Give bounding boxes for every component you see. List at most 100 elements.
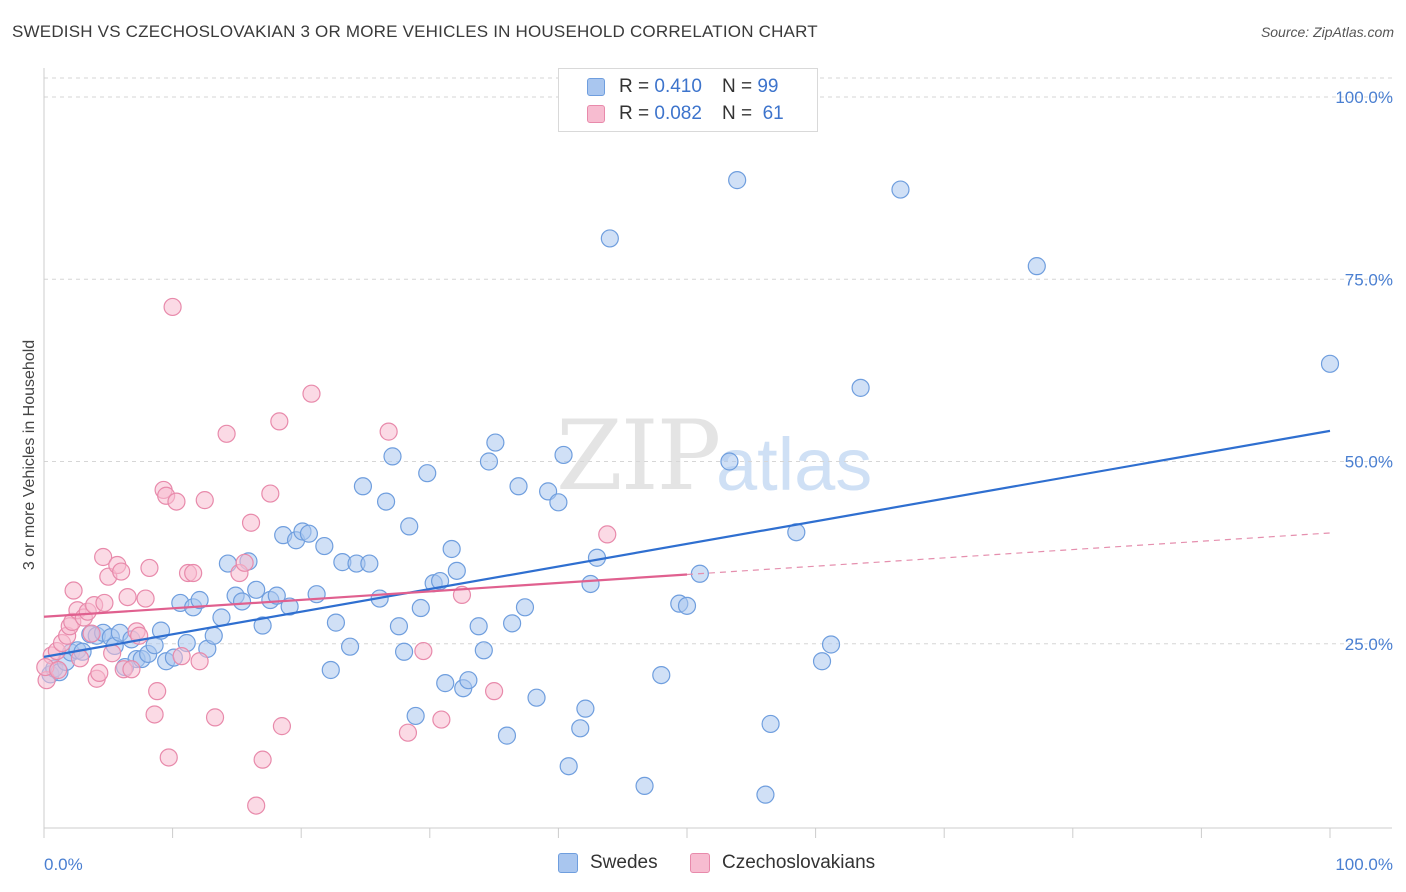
legend-label-swedes: Swedes <box>590 852 658 873</box>
r-label: R = <box>619 76 650 97</box>
y-tick-label: 100.0% <box>1335 88 1393 107</box>
czechoslovakians-point <box>163 297 182 317</box>
stats-legend-row-swedes: R = 0.410 N = 99 <box>559 73 778 101</box>
swedes-point <box>353 477 373 496</box>
watermark-atlas: atlas <box>716 423 873 506</box>
swedes-swatch <box>587 78 605 96</box>
y-tick-label: 50.0% <box>1345 453 1393 472</box>
swedes-point <box>1027 257 1046 276</box>
czechoslovakians-point <box>90 663 109 683</box>
swedes-point <box>635 776 654 796</box>
czechoslovakians-point <box>190 652 209 671</box>
swedes-point <box>720 452 739 471</box>
czechoslovakians-point <box>235 553 254 572</box>
swedes-point <box>474 641 493 660</box>
czechoslovakians-point <box>302 384 321 403</box>
czechoslovakians-point <box>136 589 155 608</box>
czechoslovakians-point <box>82 624 101 643</box>
czechoslovakians-point <box>49 660 68 680</box>
swedes-point <box>418 464 437 483</box>
czechoslovakians-point <box>103 644 122 663</box>
watermark-zip: ZIP <box>556 400 721 512</box>
swedes-point <box>232 592 252 611</box>
swedes-point <box>891 180 910 199</box>
swedes-point <box>497 726 517 745</box>
swedes-point <box>442 539 461 559</box>
czechoslovakians-point <box>195 491 214 510</box>
x-tick-label: 100.0% <box>1335 855 1393 874</box>
swedes-point <box>430 571 450 591</box>
swedes-point <box>315 536 334 556</box>
swedes-point <box>321 660 340 680</box>
czechoslovakians-point <box>217 424 236 443</box>
swedes-point <box>728 171 747 190</box>
r-label: R = <box>619 103 650 124</box>
swedes-point <box>360 554 379 573</box>
stats-legend-row-czechoslovakians: R = 0.082 N = 61 <box>559 100 784 128</box>
swedes-point <box>383 447 402 466</box>
czechoslovakians-point <box>272 717 292 736</box>
swedes-point <box>527 688 546 707</box>
czechoslovakians-swatch <box>587 105 605 123</box>
swedes-point <box>503 614 522 633</box>
r-value: 0.082 <box>654 103 702 124</box>
swedes-point <box>554 445 573 465</box>
czechoslovakians-point <box>414 641 433 661</box>
czechoslovakians-point <box>64 581 83 600</box>
czechoslovakians-point <box>140 558 159 578</box>
swedes-point <box>515 598 535 617</box>
czechoslovakians-point <box>247 796 266 815</box>
swedes-point <box>406 706 425 726</box>
czechoslovakians-point <box>398 723 418 742</box>
swedes-point <box>509 477 528 496</box>
swedes-point <box>549 493 568 512</box>
swedes-point <box>253 616 272 635</box>
czechoslovakians-point <box>94 547 113 567</box>
czechoslovakians-point <box>432 710 451 729</box>
n-label: N = <box>721 76 753 97</box>
czechoslovakians-point <box>112 562 131 581</box>
swedes-point <box>267 586 286 605</box>
swedes-trend-line <box>43 429 1331 658</box>
swedes-point <box>559 757 578 776</box>
czechoslovakians-point <box>122 660 141 679</box>
swedes-point <box>280 597 299 616</box>
swedes-point <box>447 561 466 580</box>
legend-item-swedes[interactable]: Swedes <box>558 852 658 874</box>
swedes-point <box>761 714 780 734</box>
y-tick-label: 25.0% <box>1345 635 1393 654</box>
swedes-point <box>190 590 209 610</box>
czechoslovakians-point <box>598 525 617 544</box>
swedes-point <box>486 433 505 452</box>
n-value: 61 <box>762 103 784 124</box>
y-tick-label: 75.0% <box>1345 270 1393 289</box>
legend-item-czechoslovakians[interactable]: Czechoslovakians <box>690 852 875 874</box>
swedes-point <box>479 452 499 471</box>
swedes-point <box>756 785 775 804</box>
czechoslovakians-point <box>95 593 114 613</box>
czechoslovakians-point <box>205 708 225 727</box>
czechoslovakians-point <box>379 422 398 441</box>
czechoslovakians-trend-line-extension <box>686 532 1331 576</box>
czechoslovakians-point <box>261 484 280 503</box>
czechoslovakians-point <box>118 587 137 607</box>
swedes-point <box>571 719 590 738</box>
swedes-point <box>400 517 419 536</box>
czechoslovakians-point <box>184 563 203 583</box>
n-label: N = <box>721 103 753 124</box>
czechoslovakians-point <box>159 748 178 767</box>
swedes-point <box>677 596 697 615</box>
czechoslovakians-point <box>148 682 167 701</box>
czechoslovakians-legend-swatch <box>690 853 710 873</box>
czechoslovakians-trend-line <box>43 573 688 618</box>
r-value: 0.410 <box>654 76 702 97</box>
chart-source: Source: ZipAtlas.com <box>1260 24 1394 40</box>
swedes-point <box>204 626 223 645</box>
swedes-point <box>812 652 832 671</box>
swedes-point <box>436 674 455 693</box>
n-value: 99 <box>757 76 779 97</box>
stats-legend: R = 0.410 N = 99 R = 0.082 N = 61 <box>558 68 818 132</box>
czechoslovakians-point <box>167 492 186 511</box>
swedes-point <box>340 637 360 656</box>
swedes-point <box>581 574 600 594</box>
